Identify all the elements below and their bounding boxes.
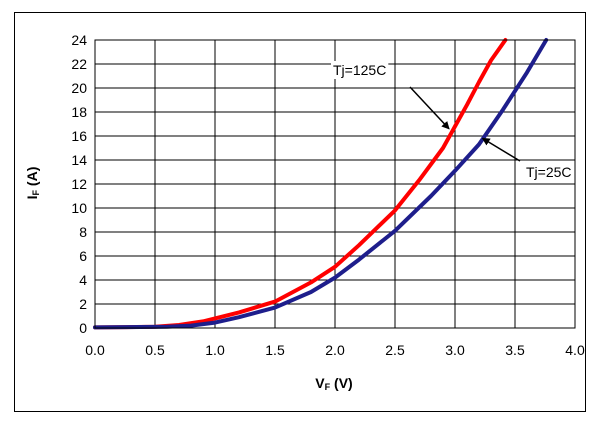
y-tick-label: 22	[71, 56, 87, 72]
y-tick-label: 4	[79, 272, 87, 288]
y-tick-label: 0	[79, 320, 87, 336]
annotations: Tj=125C Tj=25C	[331, 61, 574, 181]
annotation-label-bg	[331, 61, 389, 79]
grid-lines	[94, 39, 576, 329]
y-tick-label: 10	[71, 200, 87, 216]
x-tick-label: 1.0	[205, 342, 225, 358]
annotation-label-bg	[524, 163, 574, 181]
x-tick-label: 4.0	[565, 342, 585, 358]
y-tick-label: 16	[71, 128, 87, 144]
y-tick-label: 12	[71, 176, 87, 192]
y-axis-title: IF (A)	[24, 167, 41, 200]
y-tick-label: 14	[71, 152, 87, 168]
x-tick-labels: 0.0 0.5 1.0 1.5 2.0 2.5 3.0 3.5 4.0	[85, 342, 585, 358]
annotation-arrow	[481, 137, 521, 162]
y-tick-label: 8	[79, 224, 87, 240]
y-tick-label: 20	[71, 80, 87, 96]
series-lines	[93, 38, 549, 330]
annotation-label: Tj=125C	[333, 62, 386, 78]
y-tick-label: 2	[79, 296, 87, 312]
y-tick-label: 6	[79, 248, 87, 264]
x-tick-label: 3.5	[505, 342, 525, 358]
y-tick-label: 18	[71, 104, 87, 120]
x-tick-label: 3.0	[445, 342, 465, 358]
plot-area-border	[94, 39, 576, 329]
x-tick-label: 1.5	[265, 342, 285, 358]
x-tick-label: 0.5	[145, 342, 165, 358]
series-line	[93, 38, 508, 330]
y-tick-label: 24	[71, 32, 87, 48]
x-axis-title: VF (V)	[315, 375, 352, 392]
chart-frame	[14, 12, 586, 412]
x-tick-label: 2.0	[325, 342, 345, 358]
annotation-arrow	[409, 86, 450, 130]
x-tick-label: 2.5	[385, 342, 405, 358]
series-line	[93, 38, 549, 330]
x-tick-label: 0.0	[85, 342, 105, 358]
annotation-label: Tj=25C	[526, 164, 572, 180]
